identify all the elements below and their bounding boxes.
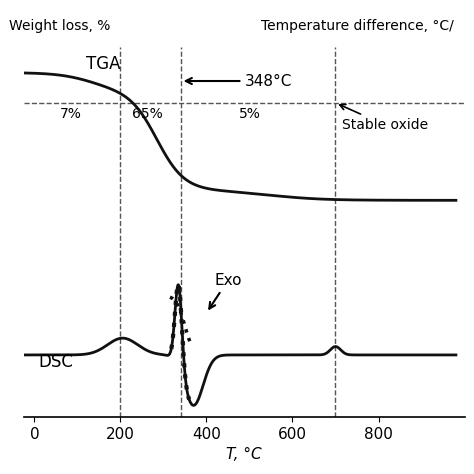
Text: Temperature difference, °C/: Temperature difference, °C/ xyxy=(261,19,454,33)
Text: 5%: 5% xyxy=(238,107,260,121)
Text: Exo: Exo xyxy=(210,273,242,309)
Text: Stable oxide: Stable oxide xyxy=(340,104,428,132)
X-axis label: T, °C: T, °C xyxy=(226,447,262,463)
Text: 7%: 7% xyxy=(60,107,82,121)
Text: 65%: 65% xyxy=(132,107,163,121)
Text: TGA: TGA xyxy=(86,55,120,73)
Text: DSC: DSC xyxy=(39,353,73,371)
Text: 348°C: 348°C xyxy=(186,73,292,89)
Text: Weight loss, %: Weight loss, % xyxy=(9,19,111,33)
